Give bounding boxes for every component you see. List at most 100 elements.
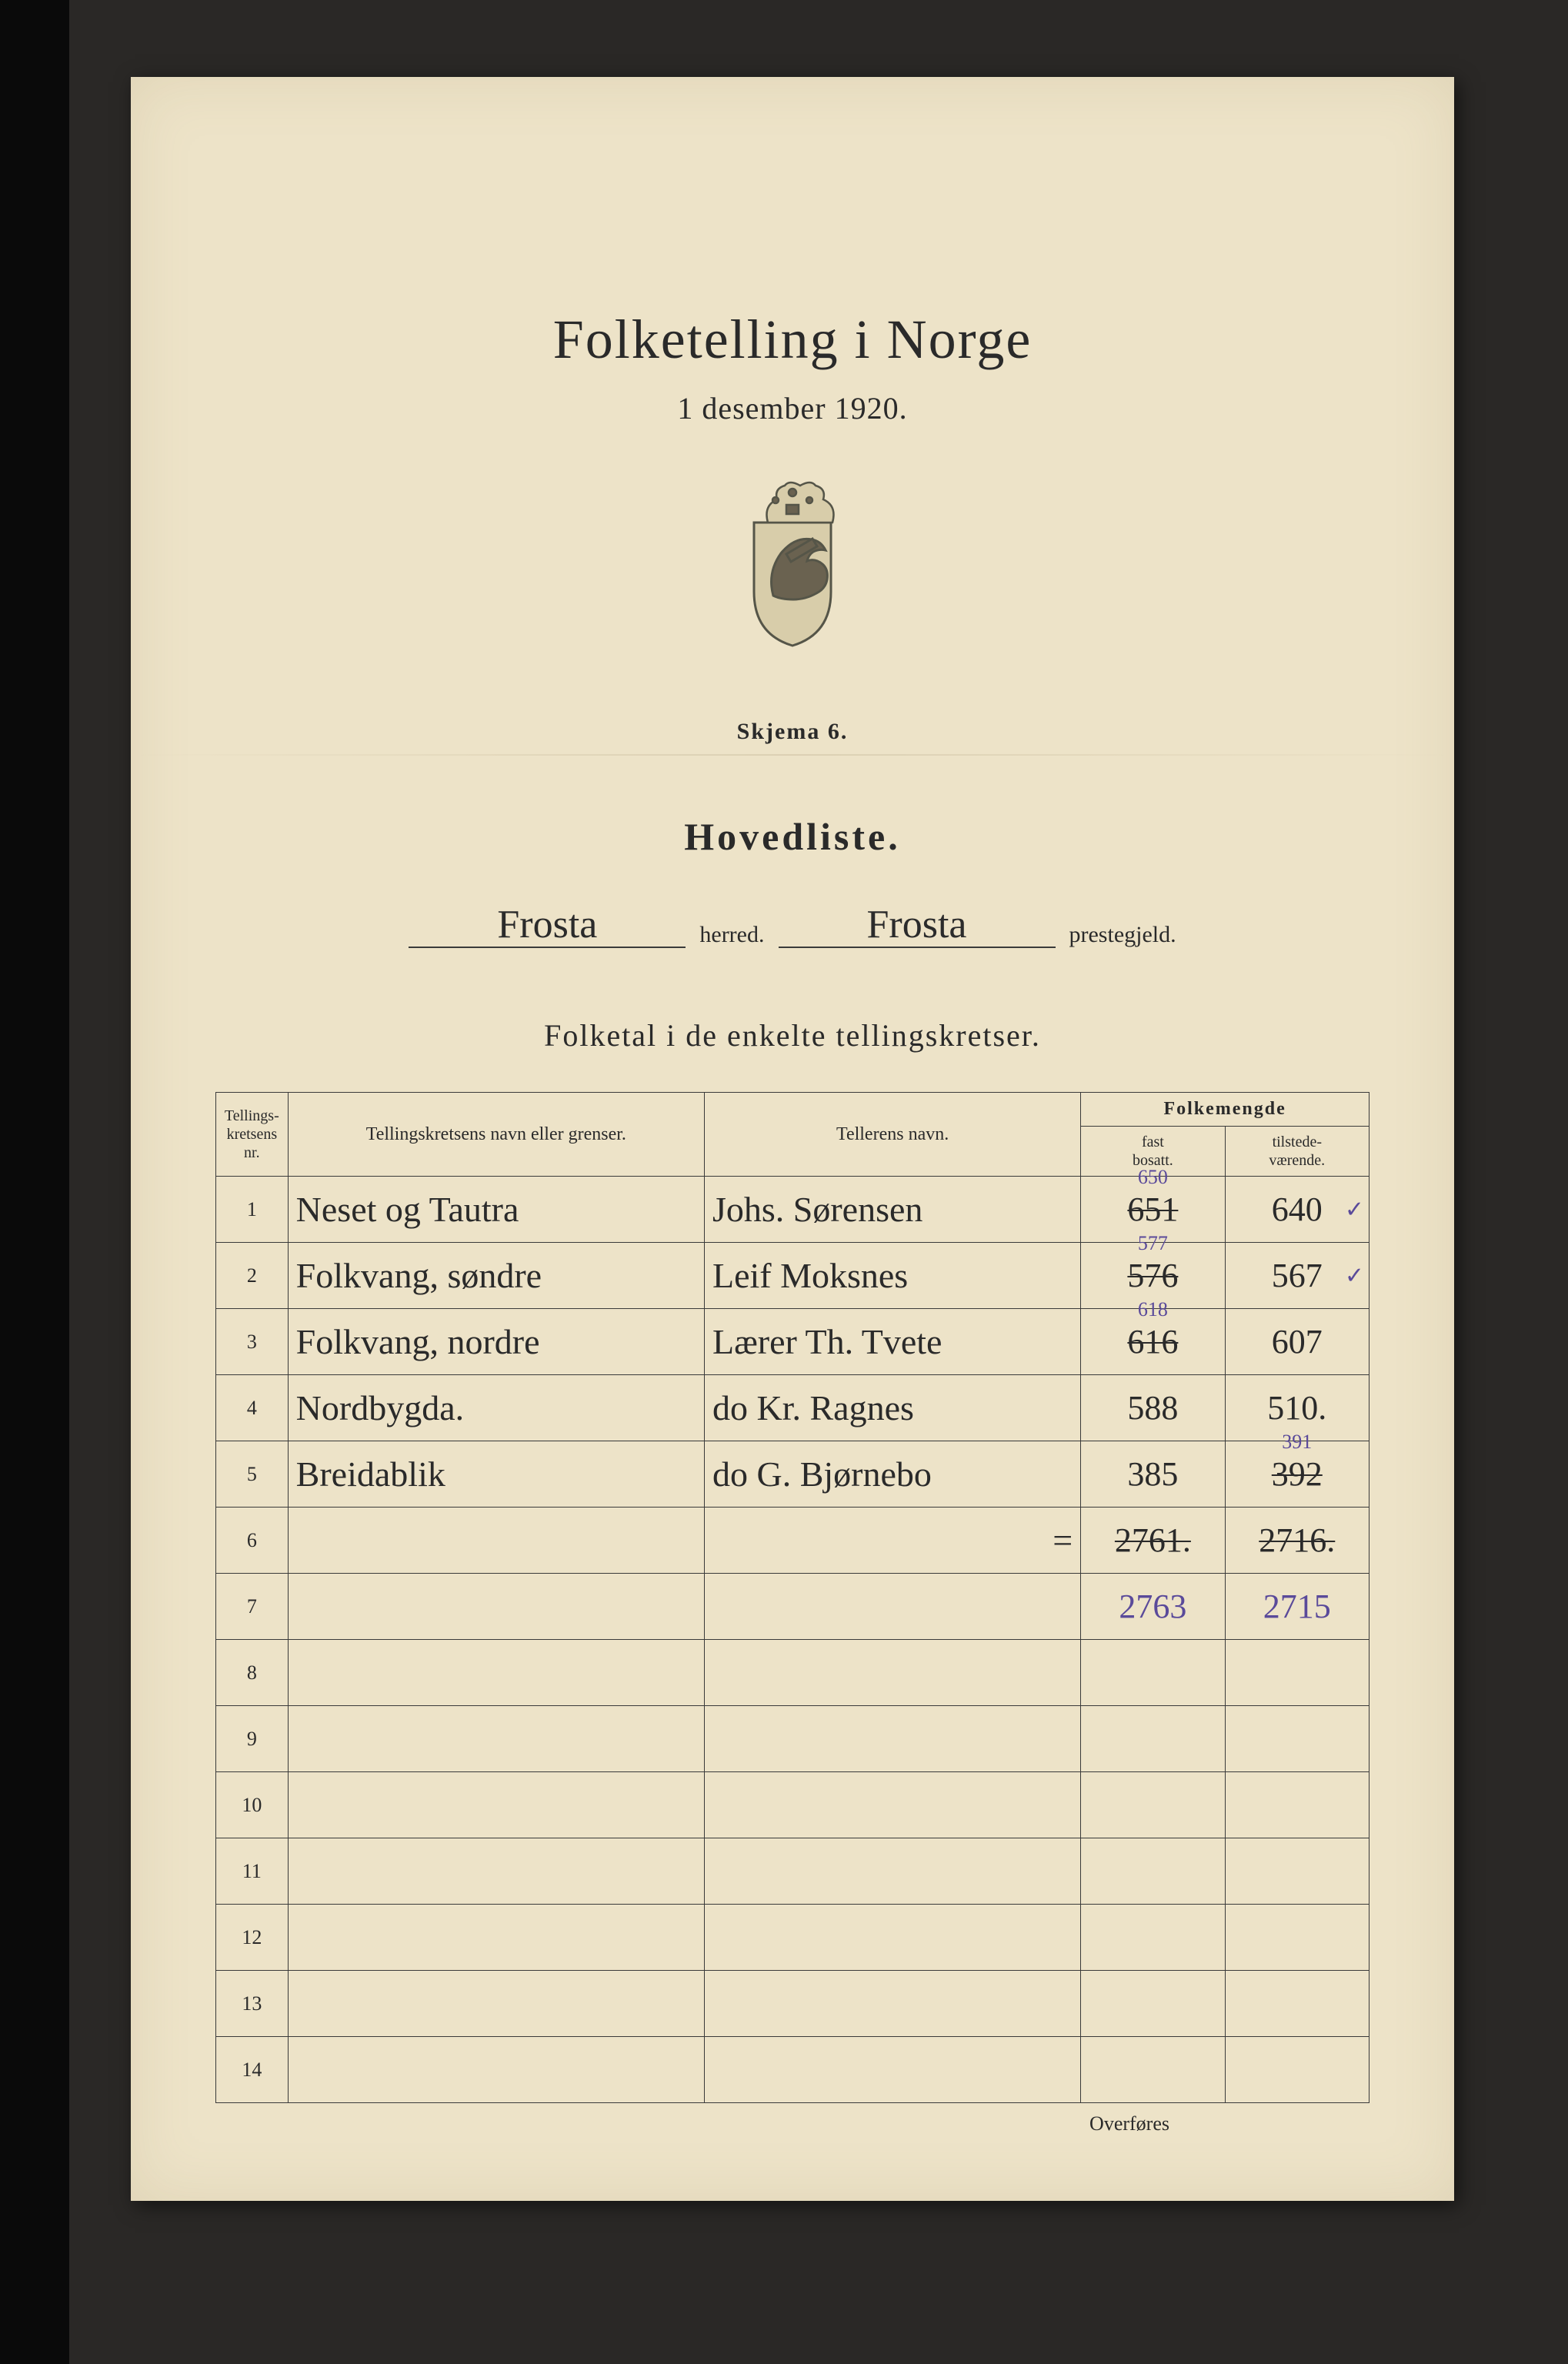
cell-number [1081, 1640, 1225, 1706]
table-row: 11 [216, 1838, 1369, 1905]
cell-navn [288, 1971, 704, 2037]
table-row: 2Folkvang, søndreLeif Moksnes576577567✓ [216, 1243, 1369, 1309]
cell-navn [288, 1508, 704, 1574]
cell-nr: 12 [216, 1905, 289, 1971]
section-heading: Folketal i de enkelte tellingskretser. [215, 1017, 1369, 1053]
cell-teller [704, 1905, 1080, 1971]
cell-nr: 13 [216, 1971, 289, 2037]
cell-navn [288, 1706, 704, 1772]
page-title: Folketelling i Norge [215, 308, 1369, 372]
cell-teller: Leif Moksnes [704, 1243, 1080, 1309]
cell-teller: = [704, 1508, 1080, 1574]
cell-teller: do G. Bjørnebo [704, 1441, 1080, 1508]
cell-nr: 9 [216, 1706, 289, 1772]
form-number: Skjema 6. [215, 719, 1369, 745]
prestegjeld-value: Frosta [867, 903, 967, 947]
cell-number: 2715 [1225, 1574, 1369, 1640]
page-date: 1 desember 1920. [215, 390, 1369, 426]
cell-navn: Folkvang, søndre [288, 1243, 704, 1309]
cell-nr: 14 [216, 2037, 289, 2103]
cell-number [1081, 1905, 1225, 1971]
th-nr: Tellings- kretsens nr. [216, 1093, 289, 1177]
cell-teller [704, 2037, 1080, 2103]
cell-teller: do Kr. Ragnes [704, 1375, 1080, 1441]
film-strip [0, 0, 69, 2364]
cell-number [1225, 1772, 1369, 1838]
cell-number: 616618 [1081, 1309, 1225, 1375]
cell-navn: Breidablik [288, 1441, 704, 1508]
cell-teller [704, 1640, 1080, 1706]
cell-nr: 10 [216, 1772, 289, 1838]
cell-number: 607 [1225, 1309, 1369, 1375]
cell-number [1081, 1838, 1225, 1905]
table-row: 7 27632715 [216, 1574, 1369, 1640]
table-row: 6 =2761.2716. [216, 1508, 1369, 1574]
cell-teller: Lærer Th. Tvete [704, 1309, 1080, 1375]
cell-number: 385 [1081, 1441, 1225, 1508]
table-row: 3Folkvang, nordreLærer Th. Tvete61661860… [216, 1309, 1369, 1375]
cell-teller [704, 1706, 1080, 1772]
cell-nr: 2 [216, 1243, 289, 1309]
form-heading: Hovedliste. [215, 814, 1369, 859]
cell-navn: Folkvang, nordre [288, 1309, 704, 1375]
cell-navn [288, 1574, 704, 1640]
cell-teller [704, 1838, 1080, 1905]
document-paper: Folketelling i Norge 1 desember 1920. Sk… [131, 77, 1454, 2201]
cell-number [1225, 1971, 1369, 2037]
cell-nr: 7 [216, 1574, 289, 1640]
cell-navn [288, 1838, 704, 1905]
th-folkemengde: Folkemengde [1081, 1093, 1369, 1127]
cell-number: 2716. [1225, 1508, 1369, 1574]
cell-nr: 4 [216, 1375, 289, 1441]
table-row: 8 [216, 1640, 1369, 1706]
cell-navn [288, 1772, 704, 1838]
overfores-label: Overføres [215, 2112, 1369, 2135]
cell-number [1081, 1971, 1225, 2037]
table-row: 5Breidablikdo G. Bjørnebo385392391 [216, 1441, 1369, 1508]
table-row: 10 [216, 1772, 1369, 1838]
cell-nr: 6 [216, 1508, 289, 1574]
location-line: Frosta herred. Frosta prestegjeld. [215, 905, 1369, 948]
cell-number: 640✓ [1225, 1177, 1369, 1243]
cell-navn: Nordbygda. [288, 1375, 704, 1441]
cell-nr: 8 [216, 1640, 289, 1706]
cell-number [1225, 2037, 1369, 2103]
table-row: 9 [216, 1706, 1369, 1772]
table-row: 4Nordbygda.do Kr. Ragnes588510. [216, 1375, 1369, 1441]
cell-navn [288, 1905, 704, 1971]
herred-value: Frosta [497, 903, 597, 947]
cell-nr: 5 [216, 1441, 289, 1508]
cell-number: 567✓ [1225, 1243, 1369, 1309]
cell-teller: Johs. Sørensen [704, 1177, 1080, 1243]
th-tilstede: tilstede- værende. [1225, 1127, 1369, 1177]
coat-of-arms-icon [731, 480, 854, 649]
herred-label: herred. [699, 922, 764, 948]
cell-navn: Neset og Tautra [288, 1177, 704, 1243]
cell-number: 392391 [1225, 1441, 1369, 1508]
table-row: 12 [216, 1905, 1369, 1971]
table-row: 1Neset og TautraJohs. Sørensen651650640✓ [216, 1177, 1369, 1243]
th-teller: Tellerens navn. [704, 1093, 1080, 1177]
cell-number: 588 [1081, 1375, 1225, 1441]
cell-teller [704, 1574, 1080, 1640]
cell-number [1081, 1772, 1225, 1838]
table-row: 13 [216, 1971, 1369, 2037]
cell-teller [704, 1971, 1080, 2037]
cell-navn [288, 2037, 704, 2103]
cell-nr: 11 [216, 1838, 289, 1905]
cell-number [1081, 1706, 1225, 1772]
census-table: Tellings- kretsens nr. Tellingskretsens … [215, 1092, 1369, 2103]
cell-nr: 3 [216, 1309, 289, 1375]
cell-number: 2761. [1081, 1508, 1225, 1574]
th-navn: Tellingskretsens navn eller grenser. [288, 1093, 704, 1177]
prestegjeld-label: prestegjeld. [1069, 922, 1176, 948]
cell-number [1081, 2037, 1225, 2103]
cell-navn [288, 1640, 704, 1706]
cell-number [1225, 1640, 1369, 1706]
cell-number [1225, 1838, 1369, 1905]
cell-nr: 1 [216, 1177, 289, 1243]
cell-number [1225, 1905, 1369, 1971]
table-row: 14 [216, 2037, 1369, 2103]
cell-number: 2763 [1081, 1574, 1225, 1640]
cell-teller [704, 1772, 1080, 1838]
